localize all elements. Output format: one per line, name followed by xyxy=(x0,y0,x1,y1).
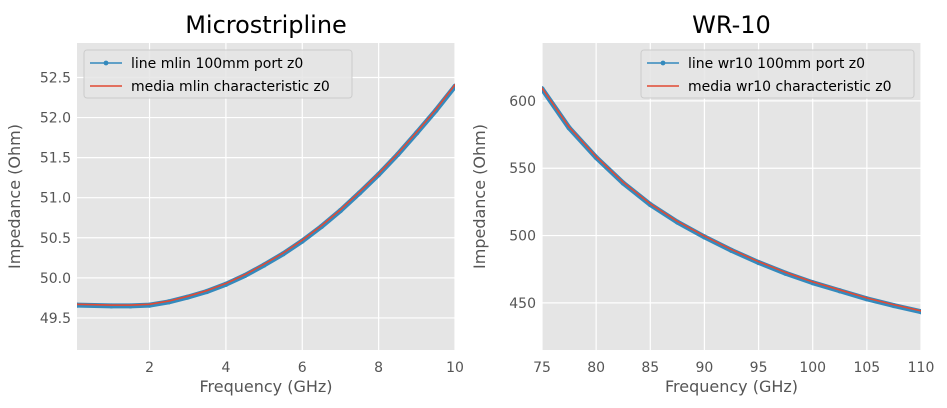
chart-title: WR-10 xyxy=(692,11,771,39)
y-tick-label: 51.0 xyxy=(40,191,71,207)
x-tick-label: 4 xyxy=(221,360,230,376)
y-tick-label: 50.0 xyxy=(40,271,71,287)
legend: line wr10 100mm port z0 media wr10 charac… xyxy=(640,49,915,99)
x-axis-label: Frequency (GHz) xyxy=(665,377,798,396)
x-tick-label: 100 xyxy=(799,360,826,376)
x-tick-label: 75 xyxy=(533,360,551,376)
legend-label: media wr10 characteristic z0 xyxy=(688,79,892,95)
x-tick-label: 105 xyxy=(853,360,880,376)
y-tick-label: 51.5 xyxy=(40,151,71,167)
data-point xyxy=(108,303,114,309)
x-axis-label: Frequency (GHz) xyxy=(199,377,332,396)
x-tick-label: 110 xyxy=(908,360,935,376)
legend-label: line wr10 100mm port z0 xyxy=(688,56,865,72)
data-point xyxy=(127,303,134,309)
x-tick-label: 80 xyxy=(587,360,605,376)
y-tick-label: 50.5 xyxy=(40,231,71,247)
x-tick-label: 6 xyxy=(298,360,307,376)
legend-marker xyxy=(660,60,666,66)
legend-marker xyxy=(103,60,109,66)
x-tick-label: 95 xyxy=(750,360,768,376)
y-tick-label: 52.5 xyxy=(40,70,71,86)
y-tick-label: 450 xyxy=(509,296,536,312)
x-tick-label: 90 xyxy=(696,360,714,376)
legend-box xyxy=(640,49,915,99)
y-tick-label: 500 xyxy=(509,229,536,245)
legend-label: media mlin characteristic z0 xyxy=(131,79,330,95)
y-tick-label: 52.0 xyxy=(40,111,71,127)
microstripline-panel: 2 4 6 8 10 49.5 50.0 50.5 51.0 51.5 52.0 52.5 Micros… xyxy=(5,11,464,396)
x-tick-label: 85 xyxy=(641,360,659,376)
y-axis-label: Impedance (Ohm) xyxy=(5,124,24,269)
y-tick-label: 49.5 xyxy=(40,311,71,327)
chart-title: Microstripline xyxy=(185,11,347,39)
x-tick-label: 2 xyxy=(145,360,154,376)
legend: line mlin 100mm port z0 media mlin charac… xyxy=(83,49,353,99)
series-line-mlin-1 xyxy=(77,83,455,306)
x-tick-label: 10 xyxy=(446,360,464,376)
series-line-wr10-1 xyxy=(542,87,921,312)
wr10-panel: 75 80 85 90 95 100 105 110 450 500 550 600 WR-10 Freq… xyxy=(470,11,934,396)
x-tick-label: 8 xyxy=(374,360,383,376)
y-axis-label: Impedance (Ohm) xyxy=(470,124,489,269)
y-tick-label: 550 xyxy=(509,161,536,177)
legend-box xyxy=(83,49,353,99)
y-tick-label: 600 xyxy=(509,94,536,110)
legend-label: line mlin 100mm port z0 xyxy=(131,56,303,72)
